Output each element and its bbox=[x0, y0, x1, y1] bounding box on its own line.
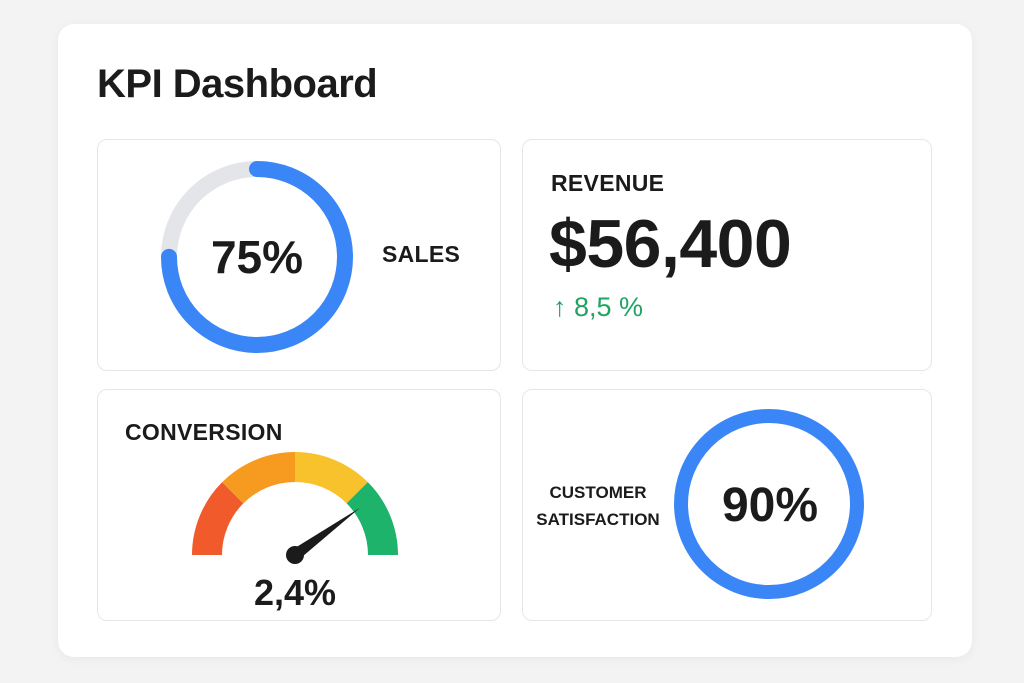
revenue-label: REVENUE bbox=[551, 170, 665, 196]
gauge-segment-1 bbox=[192, 482, 244, 555]
sales-value: 75% bbox=[210, 231, 304, 283]
satisfaction-ring-progress bbox=[674, 409, 864, 599]
gauge-segment-3 bbox=[295, 452, 368, 504]
satisfaction-label-line1: CUSTOMER bbox=[549, 483, 647, 502]
gauge-needle-hub bbox=[286, 546, 304, 564]
sales-label: SALES bbox=[382, 241, 461, 267]
gauge-segment-4 bbox=[346, 482, 398, 555]
gauge-needle bbox=[291, 507, 360, 560]
conversion-label: CONVERSION bbox=[125, 419, 283, 445]
sales-ring-progress bbox=[161, 161, 353, 353]
conversion-card bbox=[97, 389, 501, 621]
revenue-change-value: 8,5 % bbox=[574, 292, 644, 322]
revenue-value: $56,400 bbox=[549, 206, 792, 282]
arrow-up-icon: ↑ bbox=[553, 292, 567, 322]
revenue-change: ↑ 8,5 % bbox=[553, 292, 643, 323]
gauge-segment-2 bbox=[222, 452, 295, 504]
revenue-card bbox=[522, 139, 932, 371]
satisfaction-value: 90% bbox=[721, 479, 819, 532]
page-title: KPI Dashboard bbox=[97, 62, 378, 106]
satisfaction-label: CUSTOMER SATISFACTION bbox=[528, 479, 668, 533]
conversion-value: 2,4% bbox=[253, 572, 337, 613]
satisfaction-label-line2: SATISFACTION bbox=[536, 510, 660, 529]
